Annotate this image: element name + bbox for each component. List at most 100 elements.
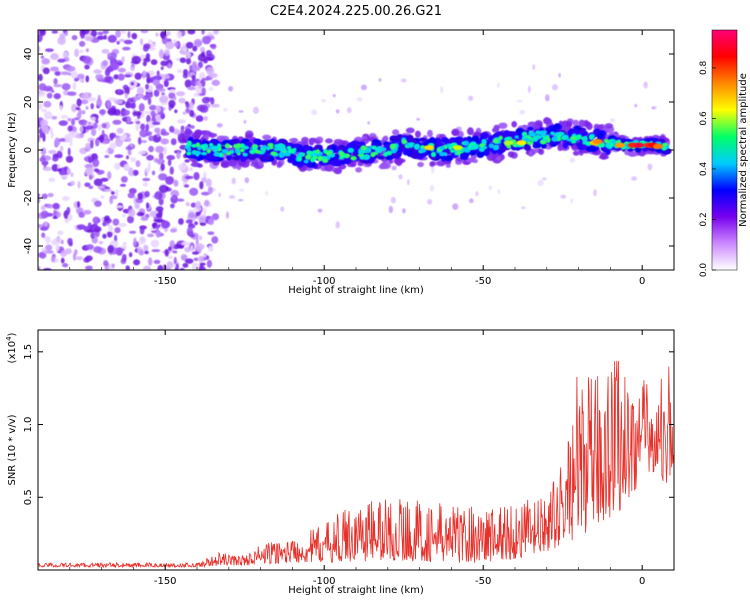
heatmap-noise-cell [148, 104, 157, 111]
heatmap-noise-cell [100, 195, 105, 199]
heatmap-noise-cell [192, 251, 199, 255]
heatmap-noise-cell [190, 125, 195, 129]
heatmap-ridge-cell [408, 142, 415, 146]
heatmap-noise-cell [102, 221, 107, 227]
heatmap-noise-cell [178, 163, 187, 171]
heatmap-sparse-cell [346, 107, 352, 114]
heatmap-ridge-cell [578, 119, 586, 128]
heatmap-noise-cell [65, 155, 74, 163]
heatmap-ridge-cell [257, 140, 266, 145]
heatmap-sparse-cell [416, 118, 421, 121]
heatmap-sparse-cell [402, 208, 406, 214]
heatmap-ridge-cell [585, 121, 591, 126]
heatmap-ridge-cell [535, 130, 541, 135]
heatmap-noise-cell [76, 98, 82, 107]
heatmap-noise-cell [130, 82, 135, 86]
heatmap-ridge-cell [202, 143, 208, 149]
heatmap-noise-cell [185, 102, 190, 109]
heatmap-noise-cell [72, 82, 77, 90]
heatmap-sparse-cell [429, 184, 435, 192]
heatmap-noise-cell [136, 212, 145, 217]
heatmap-ridge-cell [262, 156, 271, 161]
heatmap-ridge-cell [236, 143, 242, 149]
heatmap-sparse-cell [643, 81, 648, 89]
heatmap-noise-cell [79, 125, 84, 133]
heatmap-ridge-cell [401, 139, 407, 145]
heatmap-noise-cell [154, 127, 161, 134]
heatmap-noise-cell [109, 142, 117, 150]
heatmap-sparse-cell [280, 206, 285, 212]
heatmap-ridge-cell [528, 150, 534, 157]
heatmap-noise-cell [143, 244, 149, 252]
heatmap-ridge-cell [261, 149, 266, 153]
heatmap-noise-cell [211, 236, 219, 244]
heatmap-noise-cell [120, 176, 128, 183]
heatmap-noise-cell [211, 79, 221, 86]
heatmap-sparse-cell [391, 165, 397, 171]
heatmap-noise-cell [45, 244, 53, 252]
heatmap-ridge-cell [380, 147, 387, 151]
heatmap-noise-cell [139, 226, 145, 235]
heatmap-noise-cell [44, 48, 54, 52]
heatmap-noise-cell [179, 50, 184, 54]
heatmap-ridge-cell [220, 161, 230, 168]
heatmap-noise-cell [103, 260, 109, 267]
figure-title: C2E4.2024.225.00.26.G21 [270, 4, 442, 19]
heatmap-noise-cell [151, 170, 156, 176]
heatmap-noise-cell [90, 103, 94, 110]
heatmap-noise-cell [177, 69, 182, 74]
heatmap-ridge-cell [376, 145, 382, 150]
heatmap-noise-cell [122, 213, 126, 218]
heatmap-noise-cell [137, 94, 143, 98]
heatmap-noise-cell [75, 256, 84, 261]
heatmap-noise-cell [188, 101, 194, 110]
heatmap-noise-cell [175, 91, 186, 97]
heatmap-noise-cell [125, 137, 132, 143]
heatmap-noise-cell [158, 184, 169, 194]
heatmap-ridge-cell [355, 167, 363, 173]
heatmap-noise-cell [182, 263, 189, 268]
heatmap-noise-cell [192, 45, 198, 52]
heatmap-noise-cell [122, 84, 129, 91]
heatmap-ridge-cell [535, 134, 542, 140]
heatmap-noise-cell [186, 226, 194, 236]
heatmap-noise-cell [138, 249, 145, 256]
heatmap-sparse-cell [406, 179, 410, 186]
heatmap-noise-cell [88, 174, 93, 180]
heatmap-ridge-cell [231, 139, 239, 145]
heatmap-noise-cell [43, 267, 52, 270]
heatmap-noise-cell [107, 245, 115, 254]
heatmap-noise-cell [85, 244, 94, 250]
heatmap-noise-cell [155, 145, 165, 153]
heatmap-sparse-cell [488, 185, 493, 190]
heatmap-noise-cell [160, 113, 165, 120]
heatmap-noise-cell [94, 200, 102, 207]
heatmap-noise-cell [152, 121, 161, 126]
colorbar-label: Normalized spectral amplitude [738, 73, 749, 227]
heatmap-ridge-cell [529, 132, 537, 137]
heatmap-noise-cell [157, 88, 166, 92]
heatmap-ridge-cell [523, 137, 530, 142]
heatmap-noise-cell [111, 263, 115, 268]
heatmap-noise-cell [58, 138, 66, 142]
heatmap-noise-cell [109, 196, 114, 205]
heatmap-noise-cell [137, 192, 143, 200]
heatmap-sparse-cell [551, 84, 558, 91]
heatmap-noise-cell [98, 241, 104, 245]
heatmap-noise-cell [42, 125, 49, 134]
heatmap-noise-cell [90, 128, 97, 137]
heatmap-ridge-cell [526, 141, 534, 146]
colorbar-gradient [711, 29, 738, 271]
heatmap-ridge-cell [305, 154, 312, 160]
heatmap-noise-cell [79, 49, 84, 54]
heatmap-noise-cell [123, 209, 128, 213]
heatmap-noise-cell [140, 30, 149, 34]
heatmap-sparse-cell [469, 198, 474, 204]
heatmap-ridge-cell [589, 135, 594, 141]
heatmap-noise-cell [107, 34, 117, 43]
heatmap-ridge-cell [498, 135, 503, 141]
heatmap-noise-cell [79, 93, 87, 99]
heatmap-ridge-cell [439, 145, 446, 150]
heatmap-noise-cell [39, 119, 49, 128]
heatmap-sparse-cell [244, 177, 250, 184]
